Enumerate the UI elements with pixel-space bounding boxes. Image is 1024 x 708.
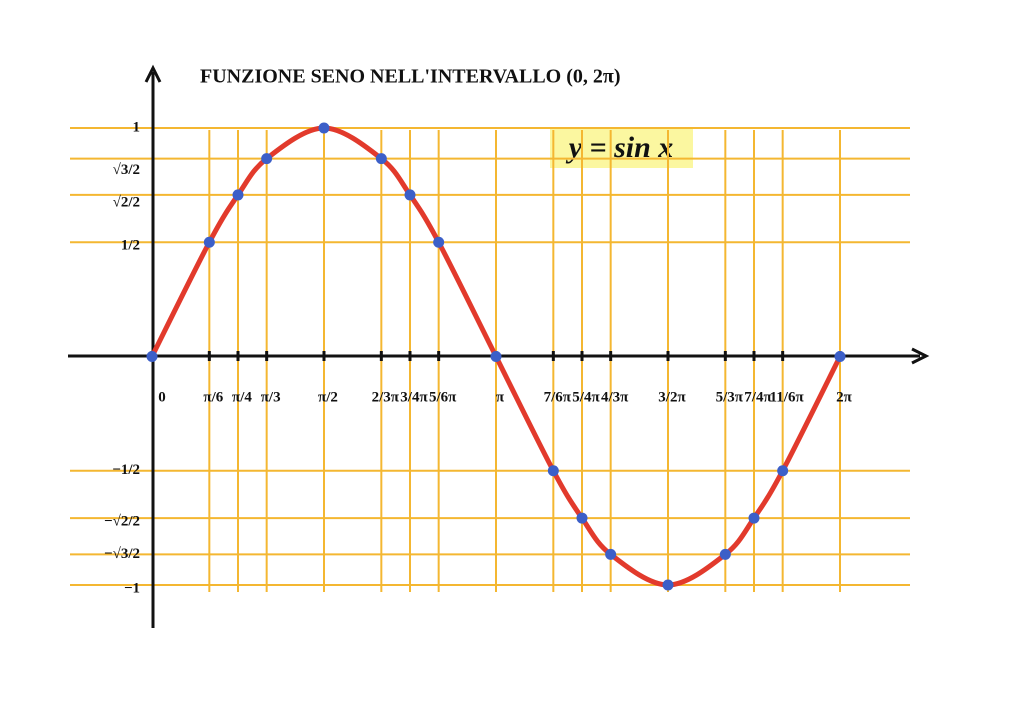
x-tick-label: 0: [158, 389, 166, 405]
x-tick-label: 7/6π: [544, 389, 572, 405]
point: [490, 351, 502, 362]
x-tick-label: π/2: [318, 389, 338, 405]
point: [232, 189, 244, 201]
y-tick-label: −1: [124, 580, 140, 596]
point: [748, 512, 760, 524]
x-tick-label: π/3: [261, 389, 281, 405]
y-axis-arrow: [144, 64, 162, 83]
x-tick-label: 5/4π: [572, 389, 600, 405]
point: [662, 579, 674, 591]
x-tick-label: 2π: [836, 389, 853, 405]
point: [433, 236, 445, 248]
chart-title: FUNZIONE SENO NELL'INTERVALLO (0, 2π): [200, 66, 621, 88]
y-tick-label: √2/2: [113, 194, 140, 210]
x-tick-label: π/6: [203, 389, 223, 405]
y-tick-label: −1/2: [112, 462, 140, 478]
point: [146, 351, 158, 362]
x-tick-label: π: [496, 389, 505, 405]
point: [318, 122, 330, 134]
point: [576, 512, 588, 524]
point: [547, 465, 559, 477]
annotation-background: [550, 128, 693, 168]
y-tick-label: 1: [133, 119, 141, 135]
x-tick-label: 3/2π: [658, 389, 686, 405]
x-tick-label: 3/4π: [400, 389, 428, 405]
x-tick-label: 2/3π: [372, 389, 400, 405]
y-tick-label: −√3/2: [104, 546, 140, 562]
y-tick-label: 1/2: [121, 238, 140, 254]
x-tick-label: 5/6π: [429, 389, 457, 405]
point: [605, 548, 617, 560]
y-tick-label: √3/2: [113, 162, 140, 178]
point: [375, 153, 387, 165]
x-tick-label: π/4: [232, 389, 252, 405]
x-tick-label: 4/3π: [601, 389, 629, 405]
point: [777, 465, 789, 477]
y-tick-label: −√2/2: [104, 514, 140, 530]
point: [834, 351, 846, 362]
x-tick-label: 5/3π: [716, 389, 744, 405]
x-tick-label: 7/4π: [744, 389, 772, 405]
x-tick-label: 11/6π: [770, 389, 805, 405]
point: [203, 236, 215, 248]
point: [261, 153, 273, 165]
point: [404, 189, 416, 201]
point: [719, 548, 731, 560]
x-axis-arrow: [911, 347, 930, 365]
